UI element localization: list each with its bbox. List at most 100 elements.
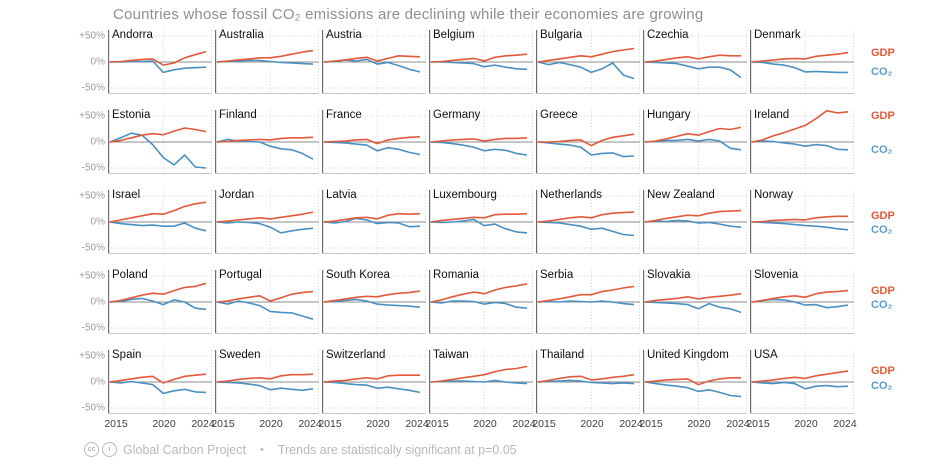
country-chart [322, 350, 426, 414]
country-chart [429, 350, 533, 414]
country-panel: Taiwan [429, 349, 533, 414]
y-tick-label: 0% [90, 296, 105, 308]
country-chart [750, 190, 854, 254]
country-chart [322, 270, 426, 334]
co2-legend-label: CO₂ [871, 299, 893, 312]
chart-row: +50% 0% -50% Andorra Australia Austria Belgium… [76, 29, 940, 94]
country-chart [750, 110, 854, 174]
gdp-line [644, 126, 742, 143]
gdp-line [538, 133, 635, 147]
country-name: Finland [219, 109, 257, 121]
co2-line [537, 61, 635, 80]
gdp-legend-label: GDP [871, 46, 895, 59]
country-name: Romania [433, 269, 480, 281]
y-tick-label: 0% [90, 56, 105, 68]
country-panel: Greece [536, 109, 640, 174]
country-panel: USA [750, 349, 854, 414]
gdp-line [216, 290, 314, 303]
co2-line [109, 380, 207, 395]
gdp-line [216, 136, 314, 143]
co2-line [323, 381, 421, 394]
x-tick-label: 2020 [794, 418, 818, 430]
country-panel: Sweden [215, 349, 319, 414]
x-tick-label: 2020 [687, 418, 711, 430]
country-panel: Andorra [108, 29, 212, 94]
co2-line [537, 141, 635, 158]
country-chart [429, 190, 533, 254]
footer: cc i Global Carbon Project • Trends are … [84, 442, 940, 457]
country-name: Germany [433, 109, 481, 121]
footer-credit: Global Carbon Project [123, 442, 246, 457]
gdp-line [430, 365, 528, 383]
gdp-line [751, 51, 849, 63]
gdp-line [323, 212, 421, 223]
y-axis-ticks: +50% 0% -50% [76, 270, 108, 334]
co2-line [430, 379, 528, 385]
country-panel: Israel [108, 189, 212, 254]
country-panel: Jordan [215, 189, 319, 254]
x-tick-label: 2024 [833, 418, 857, 430]
country-name: Spain [112, 349, 142, 361]
gdp-line [751, 370, 849, 383]
gdp-line [644, 376, 741, 386]
x-tick-label: 2024 [619, 418, 643, 430]
gdp-line [323, 54, 421, 63]
gdp-line [751, 289, 849, 303]
gdp-line [109, 282, 207, 303]
country-panel: Estonia [108, 109, 212, 174]
country-chart [108, 350, 212, 414]
country-name: Netherlands [540, 189, 603, 201]
country-name: USA [754, 349, 778, 361]
country-panel: Latvia [322, 189, 426, 254]
x-tick-label: 2015 [746, 418, 770, 430]
chart-row: +50% 0% -50% Poland Portugal South Korea Roman… [76, 269, 940, 334]
country-chart [750, 30, 854, 94]
y-tick-label: +50% [79, 110, 105, 122]
country-panel: Belgium [429, 29, 533, 94]
gdp-line [644, 54, 741, 63]
co2-line [430, 218, 528, 234]
country-name: Latvia [326, 189, 357, 201]
co2-line [644, 219, 742, 228]
y-tick-label: 0% [90, 216, 105, 228]
gdp-line [430, 283, 528, 303]
x-tick-group: 2015 2020 2024 [104, 418, 215, 432]
gdp-line [537, 285, 635, 303]
country-name: Australia [219, 29, 264, 41]
co2-legend-label: CO₂ [871, 223, 893, 236]
country-name: Belgium [433, 29, 475, 41]
country-name: United Kingdom [647, 349, 729, 361]
country-name: Ireland [754, 109, 790, 121]
country-chart [429, 270, 533, 334]
country-panel: Luxembourg [429, 189, 533, 254]
country-chart [322, 30, 426, 94]
x-tick-group: 2015 2020 2024 [639, 418, 750, 432]
country-panel: South Korea [322, 269, 426, 334]
x-tick-label: 2024 [726, 418, 750, 430]
chart-row: +50% 0% -50% Israel Jordan Latvia Luxembourg Ne… [76, 189, 940, 254]
x-tick-label: 2020 [259, 418, 283, 430]
country-chart [536, 350, 640, 414]
y-tick-label: -50% [81, 242, 105, 254]
country-chart [643, 270, 747, 334]
gdp-line [216, 373, 314, 383]
country-panel: France [322, 109, 426, 174]
country-name: Slovenia [754, 269, 799, 281]
x-tick-group: 2015 2020 2024 [746, 418, 857, 432]
country-name: Israel [112, 189, 141, 201]
country-panel: Slovakia [643, 269, 747, 334]
co2-line [323, 298, 421, 308]
gdp-legend-label: GDP [871, 210, 895, 223]
country-panel: Austria [322, 29, 426, 94]
gdp-line [216, 211, 314, 223]
co2-line [751, 221, 849, 231]
country-name: Hungary [647, 109, 691, 121]
gdp-line [644, 292, 742, 303]
country-chart [215, 350, 319, 414]
country-chart [643, 350, 747, 414]
x-tick-label: 2024 [405, 418, 429, 430]
co2-line [216, 300, 314, 320]
x-tick-label: 2015 [425, 418, 449, 430]
country-panel: Bulgaria [536, 29, 640, 94]
country-panel: Hungary [643, 109, 747, 174]
